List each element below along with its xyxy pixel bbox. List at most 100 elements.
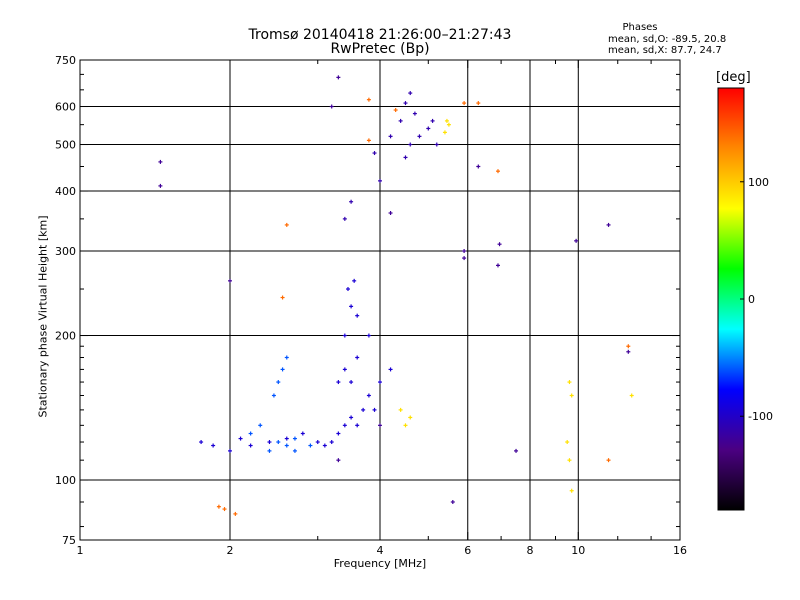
stats-title: Phases [622,22,658,33]
data-point [267,440,272,445]
data-point [606,458,611,463]
data-point [366,333,371,338]
data-point [408,142,413,147]
data-point [280,295,285,300]
y-tick-label: 100 [55,474,76,487]
data-point [567,458,572,463]
axis-ticks: 1 2 4 6 8 10 16 75 100 200 300 400 500 600 750 [55,54,687,557]
data-point [342,333,347,338]
colorbar-tick-label: -100 [748,410,773,423]
y-tick-label: 75 [62,534,76,547]
x-tick-label: 6 [464,544,471,557]
data-point [233,511,238,516]
data-point [403,101,408,106]
data-point [349,199,354,204]
data-point [434,142,439,147]
data-point [329,104,334,109]
data-point [300,431,305,436]
data-point [372,407,377,412]
data-point [258,423,263,428]
data-point [444,118,449,123]
data-point [267,448,272,453]
chart-title: Tromsø 20140418 21:26:00–21:27:43 [248,27,512,43]
data-point [329,440,334,445]
data-point [336,431,341,436]
x-tick-label: 8 [527,544,534,557]
stats-o-line: mean, sd,O: -89.5, 20.8 [608,34,727,45]
y-tick-label: 200 [55,330,76,343]
grid-lines [80,60,680,540]
data-point [565,440,570,445]
data-point [476,101,481,106]
data-point [355,423,360,428]
data-point [372,151,377,156]
data-point [476,164,481,169]
y-tick-label: 300 [55,245,76,258]
data-point [462,101,467,106]
chart-subtitle: RwPretec (Bp) [330,41,430,57]
data-point [388,134,393,139]
data-point [626,344,631,349]
data-point [349,380,354,385]
data-point [450,499,455,504]
data-point [574,238,579,243]
data-point [271,393,276,398]
data-point [349,304,354,309]
data-point [567,380,572,385]
colorbar: 100 0 -100 [717,87,773,511]
data-point [378,423,382,428]
data-point [280,367,285,372]
data-point [336,75,341,80]
data-point [366,393,371,398]
y-tick-label: 500 [55,139,76,152]
data-point [158,159,163,164]
data-point [345,287,350,292]
y-axis-label: Stationary phase Virtual Height [km] [36,215,50,418]
data-point [308,443,313,448]
data-point [342,216,347,221]
data-point [276,440,281,445]
data-point [388,367,393,372]
x-tick-label: 10 [571,544,585,557]
x-axis-label: Frequency [MHz] [333,557,427,570]
data-point [408,91,413,96]
data-point [336,380,341,385]
data-point [228,448,232,453]
data-point [462,249,467,254]
data-point [629,393,634,398]
data-point [569,393,574,398]
colorbar-tick-label: 0 [748,293,755,306]
data-point [403,155,408,160]
data-point [497,242,502,247]
data-point [495,169,500,174]
data-point [284,222,289,227]
data-point [284,443,289,448]
data-point [355,313,360,318]
data-point [284,355,289,360]
data-point [248,431,253,436]
data-point [211,443,216,448]
data-point [216,504,221,509]
data-point [398,118,403,123]
data-point [430,118,435,123]
data-point [388,211,393,216]
data-point [569,488,574,493]
stats-x-line: mean, sd,X: 87.7, 24.7 [608,45,722,56]
data-point [417,134,422,139]
colorbar-gradient [717,87,745,511]
data-point [355,355,360,360]
data-point [222,507,227,512]
data-point [426,126,431,131]
colorbar-tick-label: 100 [748,176,769,189]
data-point [366,97,371,102]
data-point [336,458,341,463]
data-point [398,407,403,412]
data-point [412,111,417,116]
data-point [378,380,382,385]
x-tick-label: 1 [77,544,84,557]
y-tick-label: 750 [55,54,76,67]
data-point [495,263,500,268]
data-point [292,436,297,441]
data-point [342,367,347,372]
